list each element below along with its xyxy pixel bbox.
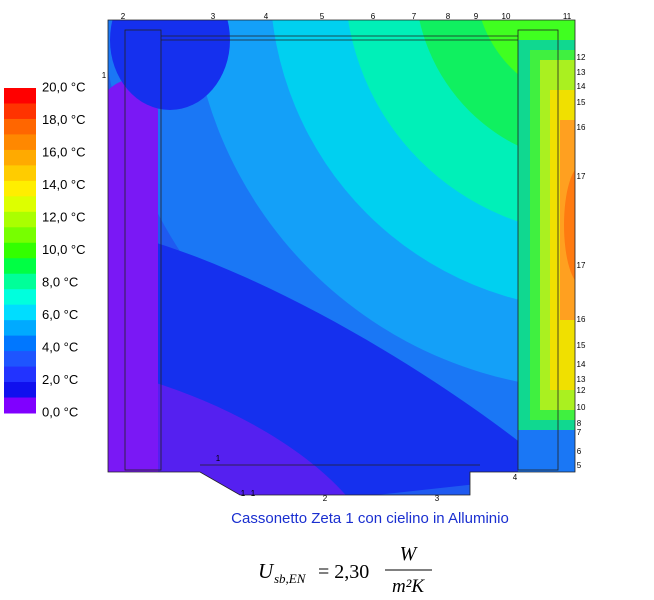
contour-label: 8 xyxy=(446,12,451,21)
legend-swatch xyxy=(4,351,36,368)
contour-label: 2 xyxy=(323,494,328,503)
formula-subscript: sb,EN xyxy=(274,571,307,586)
contour-label: 2 xyxy=(121,12,126,21)
legend-label: 10,0 °C xyxy=(42,242,86,257)
legend-label: 8,0 °C xyxy=(42,274,78,289)
legend-swatch xyxy=(4,273,36,290)
contour-label: 8 xyxy=(577,419,582,428)
legend-swatch xyxy=(4,397,36,414)
formula: U sb,EN = 2,30 W m²K xyxy=(258,543,432,597)
contour-label: 3 xyxy=(435,494,440,503)
contour-label: 4 xyxy=(513,473,518,482)
contour-label: 1 xyxy=(216,454,221,463)
legend-swatch xyxy=(4,227,36,244)
legend-swatch xyxy=(4,258,36,275)
legend-swatch xyxy=(4,118,36,135)
contour-label: 13 xyxy=(577,68,586,77)
legend-label: 20,0 °C xyxy=(42,79,86,94)
contour-label: 10 xyxy=(502,12,511,21)
contour-label: 3 xyxy=(211,12,216,21)
formula-numerator: W xyxy=(400,543,419,565)
contour-label: 6 xyxy=(371,12,376,21)
legend-swatch xyxy=(4,366,36,383)
contour-label: 7 xyxy=(412,12,417,21)
legend-label: 14,0 °C xyxy=(42,177,86,192)
legend-swatch xyxy=(4,304,36,321)
legend-label: 4,0 °C xyxy=(42,339,78,354)
contour-label: 6 xyxy=(577,447,582,456)
legend-swatch xyxy=(4,335,36,352)
contour-label: 7 xyxy=(577,428,582,437)
formula-denominator: m²K xyxy=(392,576,425,597)
contour-label: 5 xyxy=(577,461,582,470)
contour-label: 16 xyxy=(577,315,586,324)
frame-outline xyxy=(107,19,576,496)
legend-label: 2,0 °C xyxy=(42,372,78,387)
legend-swatch xyxy=(4,134,36,151)
formula-value: = 2,30 xyxy=(318,561,369,583)
contour-label: 12 xyxy=(577,386,586,395)
legend-label: 6,0 °C xyxy=(42,307,78,322)
legend-swatch xyxy=(4,103,36,120)
contour-label: 14 xyxy=(577,360,586,369)
temperature-field xyxy=(108,20,575,495)
contour-labels: 2 3 4 5 6 7 8 9 10 111213141516171716151413121087… xyxy=(102,12,586,503)
contour-label: 4 xyxy=(264,12,269,21)
legend-swatch xyxy=(4,242,36,259)
legend-swatch xyxy=(4,165,36,182)
formula-symbol: U xyxy=(258,559,275,583)
contour-label: 1 xyxy=(102,71,107,80)
legend-swatch xyxy=(4,196,36,213)
contour-label: 17 xyxy=(577,261,586,270)
contour-label: 17 xyxy=(577,172,586,181)
contour-label: 14 xyxy=(577,82,586,91)
contour-label: 16 xyxy=(577,123,586,132)
contour-label: 15 xyxy=(577,341,586,350)
contour-label: 9 xyxy=(474,12,479,21)
legend-label: 16,0 °C xyxy=(42,144,86,159)
legend-swatch xyxy=(4,88,36,104)
contour-label: 1 xyxy=(241,489,246,498)
legend-swatch xyxy=(4,382,36,399)
legend-swatch xyxy=(4,320,36,337)
legend-label: 12,0 °C xyxy=(42,209,86,224)
legend-swatch xyxy=(4,180,36,197)
contour-label: 13 xyxy=(577,375,586,384)
legend-label: 18,0 °C xyxy=(42,112,86,127)
legend-label: 0,0 °C xyxy=(42,404,78,419)
legend-swatch xyxy=(4,289,36,306)
contour-label: 15 xyxy=(577,98,586,107)
caption: Cassonetto Zeta 1 con cielino in Allumin… xyxy=(231,510,509,527)
legend-swatch xyxy=(4,149,36,166)
contour-label: 11 xyxy=(563,12,572,21)
contour-label: 12 xyxy=(577,53,586,62)
contour-label: 10 xyxy=(577,403,586,412)
contour-label: 1 xyxy=(251,489,256,498)
legend: 20,0 °C 18,0 °C 16,0 °C 14,0 °C 12,0 °C 10,0 … xyxy=(4,79,86,419)
legend-swatch xyxy=(4,211,36,228)
contour-label: 5 xyxy=(320,12,325,21)
